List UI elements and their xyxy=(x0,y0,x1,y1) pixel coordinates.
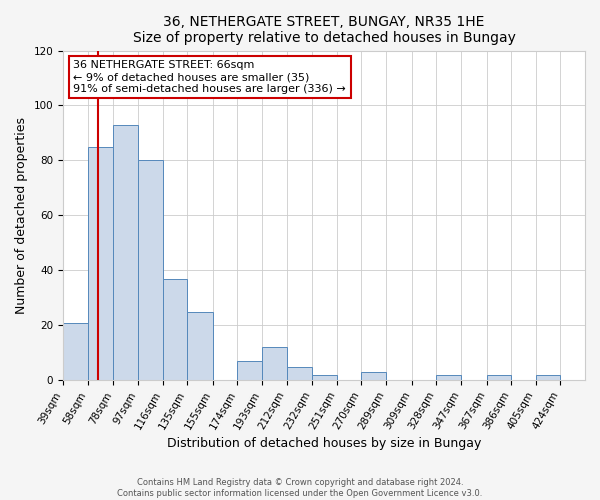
Bar xyxy=(163,278,187,380)
Text: 36 NETHERGATE STREET: 66sqm
← 9% of detached houses are smaller (35)
91% of semi: 36 NETHERGATE STREET: 66sqm ← 9% of deta… xyxy=(73,60,346,94)
Bar xyxy=(138,160,163,380)
Bar xyxy=(436,374,461,380)
Bar xyxy=(187,312,213,380)
Title: 36, NETHERGATE STREET, BUNGAY, NR35 1HE
Size of property relative to detached ho: 36, NETHERGATE STREET, BUNGAY, NR35 1HE … xyxy=(133,15,515,45)
Bar xyxy=(262,348,287,380)
Bar xyxy=(88,146,113,380)
X-axis label: Distribution of detached houses by size in Bungay: Distribution of detached houses by size … xyxy=(167,437,481,450)
Bar xyxy=(313,374,337,380)
Bar xyxy=(113,124,138,380)
Bar xyxy=(487,374,511,380)
Bar xyxy=(287,366,313,380)
Y-axis label: Number of detached properties: Number of detached properties xyxy=(15,117,28,314)
Bar xyxy=(63,322,88,380)
Bar xyxy=(238,361,262,380)
Text: Contains HM Land Registry data © Crown copyright and database right 2024.
Contai: Contains HM Land Registry data © Crown c… xyxy=(118,478,482,498)
Bar xyxy=(536,374,560,380)
Bar xyxy=(361,372,386,380)
